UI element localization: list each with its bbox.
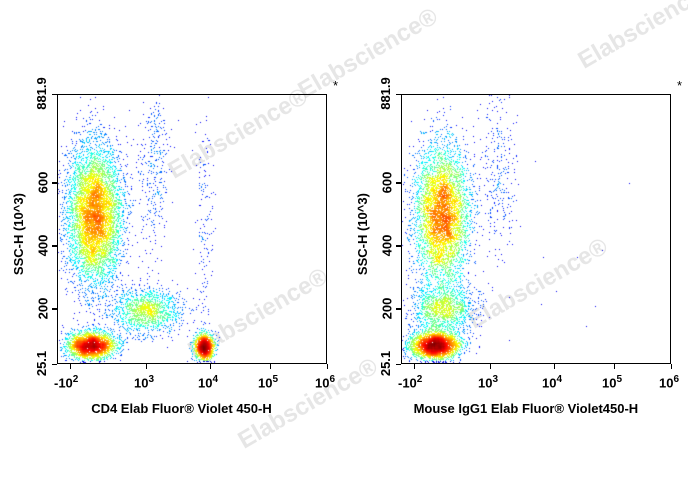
x-tick-exponent: 5 bbox=[616, 374, 623, 385]
x-tick-exponent: 4 bbox=[212, 374, 219, 385]
x-tick-label: 103 bbox=[134, 374, 154, 390]
x-tick-base: -10 bbox=[398, 375, 417, 391]
watermark: Elabscience® bbox=[293, 2, 443, 105]
x-tick-exponent: 6 bbox=[673, 374, 680, 385]
x-tick-base: 10 bbox=[134, 375, 149, 391]
y-tick-mark bbox=[52, 308, 57, 310]
x-tick-label: 106 bbox=[315, 374, 335, 390]
x-tick-base: 10 bbox=[315, 375, 330, 391]
x-tick-label: 104 bbox=[198, 374, 218, 390]
x-tick-mark bbox=[69, 364, 71, 369]
x-tick-exponent: 5 bbox=[272, 374, 279, 385]
scatter-plot-area bbox=[401, 94, 671, 364]
x-tick-base: 10 bbox=[478, 375, 493, 391]
y-axis-label: SSC-H (10^3) bbox=[11, 193, 27, 276]
plot-frame bbox=[57, 94, 327, 364]
y-tick-label: 25.1 bbox=[33, 350, 49, 377]
x-tick-base: 10 bbox=[258, 375, 273, 391]
x-tick-label: 103 bbox=[478, 374, 498, 390]
x-tick-label: -102 bbox=[398, 374, 422, 390]
x-tick-label: -102 bbox=[54, 374, 78, 390]
x-tick-exponent: 2 bbox=[72, 374, 79, 385]
plot-frame bbox=[401, 94, 671, 364]
x-tick-mark bbox=[326, 364, 328, 369]
y-tick-label: 25.1 bbox=[377, 350, 393, 377]
watermark: Elabscience® bbox=[573, 0, 688, 75]
x-tick-mark bbox=[489, 364, 491, 369]
y-tick-label: 200 bbox=[35, 297, 51, 320]
x-tick-mark bbox=[269, 364, 271, 369]
y-tick-mark bbox=[52, 182, 57, 184]
x-tick-base: 10 bbox=[602, 375, 617, 391]
x-tick-mark bbox=[670, 364, 672, 369]
y-tick-mark bbox=[52, 245, 57, 247]
x-tick-exponent: 4 bbox=[556, 374, 563, 385]
y-tick-label: 600 bbox=[379, 171, 395, 194]
x-tick-base: 10 bbox=[659, 375, 674, 391]
x-tick-mark bbox=[413, 364, 415, 369]
y-tick-mark bbox=[396, 363, 401, 365]
x-tick-mark bbox=[553, 364, 555, 369]
x-tick-base: -10 bbox=[54, 375, 73, 391]
corner-mark: * bbox=[333, 78, 339, 93]
y-tick-mark bbox=[52, 363, 57, 365]
y-tick-label: 600 bbox=[35, 171, 51, 194]
y-tick-mark bbox=[396, 182, 401, 184]
y-tick-label: 200 bbox=[379, 297, 395, 320]
y-tick-mark bbox=[396, 245, 401, 247]
x-tick-exponent: 2 bbox=[416, 374, 423, 385]
x-tick-exponent: 3 bbox=[492, 374, 499, 385]
x-tick-base: 10 bbox=[198, 375, 213, 391]
y-tick-mark bbox=[396, 308, 401, 310]
y-tick-label: 400 bbox=[35, 234, 51, 257]
x-axis-label: CD4 Elab Fluor® Violet 450-H bbox=[91, 401, 272, 416]
y-tick-mark bbox=[396, 93, 401, 95]
y-tick-label: 881.9 bbox=[33, 77, 49, 110]
y-tick-label: 881.9 bbox=[377, 77, 393, 110]
x-tick-exponent: 6 bbox=[329, 374, 336, 385]
x-tick-exponent: 3 bbox=[148, 374, 155, 385]
x-tick-label: 104 bbox=[542, 374, 562, 390]
y-tick-mark bbox=[52, 93, 57, 95]
y-axis-label: SSC-H (10^3) bbox=[355, 193, 371, 276]
x-tick-base: 10 bbox=[542, 375, 557, 391]
x-tick-label: 105 bbox=[602, 374, 622, 390]
corner-mark: * bbox=[677, 78, 683, 93]
scatter-plot-area bbox=[57, 94, 327, 364]
x-tick-label: 106 bbox=[659, 374, 679, 390]
x-tick-mark bbox=[613, 364, 615, 369]
y-tick-label: 400 bbox=[379, 234, 395, 257]
x-tick-mark bbox=[145, 364, 147, 369]
x-tick-mark bbox=[209, 364, 211, 369]
x-tick-label: 105 bbox=[258, 374, 278, 390]
x-axis-label: Mouse IgG1 Elab Fluor® Violet450-H bbox=[413, 401, 639, 416]
